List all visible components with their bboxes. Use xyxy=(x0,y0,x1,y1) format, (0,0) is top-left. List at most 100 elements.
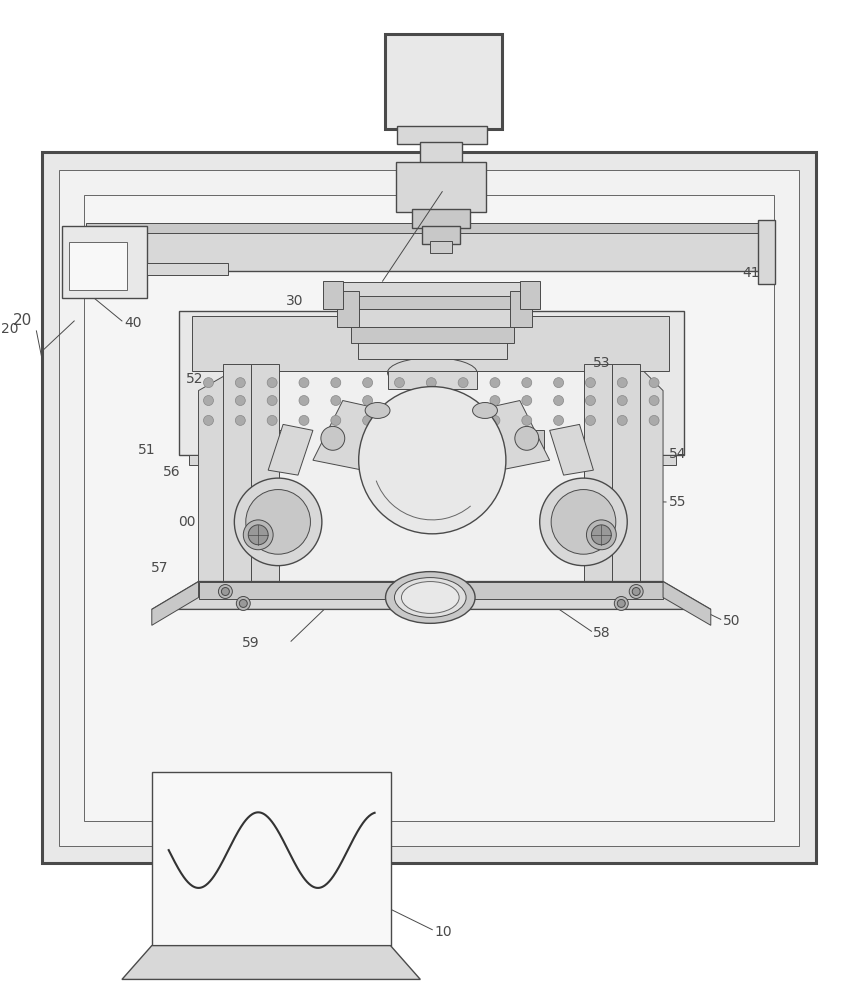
Circle shape xyxy=(248,525,268,545)
Bar xyxy=(70,242,127,290)
Ellipse shape xyxy=(401,582,460,613)
Circle shape xyxy=(630,585,643,598)
Bar xyxy=(330,282,529,296)
Bar xyxy=(179,311,684,455)
Bar xyxy=(247,363,635,582)
Text: 00: 00 xyxy=(178,515,196,529)
Bar xyxy=(42,152,816,863)
Circle shape xyxy=(394,378,405,388)
Polygon shape xyxy=(663,582,710,625)
Bar xyxy=(344,309,521,327)
Bar xyxy=(612,364,640,607)
Ellipse shape xyxy=(394,578,466,617)
Bar xyxy=(584,364,612,607)
Circle shape xyxy=(618,415,627,425)
Circle shape xyxy=(618,378,627,388)
Circle shape xyxy=(299,378,309,388)
Circle shape xyxy=(426,415,436,425)
Polygon shape xyxy=(198,363,247,582)
Circle shape xyxy=(240,599,247,607)
Bar xyxy=(420,142,462,164)
Circle shape xyxy=(587,520,616,550)
Circle shape xyxy=(618,599,625,607)
Circle shape xyxy=(586,396,595,406)
Bar xyxy=(398,126,487,144)
Circle shape xyxy=(521,396,532,406)
Text: 58: 58 xyxy=(594,626,611,640)
Circle shape xyxy=(299,415,309,425)
Text: 55: 55 xyxy=(669,495,686,509)
Circle shape xyxy=(235,378,246,388)
Text: 59: 59 xyxy=(241,636,259,650)
Circle shape xyxy=(362,378,373,388)
Circle shape xyxy=(490,378,500,388)
Circle shape xyxy=(592,525,612,545)
Bar xyxy=(147,263,228,275)
Circle shape xyxy=(649,378,659,388)
Circle shape xyxy=(331,378,341,388)
Circle shape xyxy=(362,396,373,406)
Circle shape xyxy=(321,426,344,450)
Circle shape xyxy=(649,396,659,406)
Bar xyxy=(84,195,775,821)
Circle shape xyxy=(331,396,341,406)
Circle shape xyxy=(394,415,405,425)
Circle shape xyxy=(614,596,628,610)
Circle shape xyxy=(521,415,532,425)
Circle shape xyxy=(618,396,627,406)
Polygon shape xyxy=(152,582,710,609)
Bar xyxy=(430,241,452,253)
Circle shape xyxy=(458,396,468,406)
Circle shape xyxy=(267,396,277,406)
Bar xyxy=(412,209,470,228)
Circle shape xyxy=(490,415,500,425)
Polygon shape xyxy=(198,582,663,599)
Circle shape xyxy=(267,378,277,388)
Polygon shape xyxy=(475,401,550,470)
Bar xyxy=(189,455,676,465)
Circle shape xyxy=(235,415,246,425)
Circle shape xyxy=(331,415,341,425)
Circle shape xyxy=(515,426,539,450)
Text: 51: 51 xyxy=(138,443,155,457)
Polygon shape xyxy=(122,946,420,979)
Circle shape xyxy=(362,415,373,425)
Circle shape xyxy=(554,396,564,406)
Circle shape xyxy=(426,396,436,406)
Bar xyxy=(350,325,514,343)
Circle shape xyxy=(204,415,213,425)
Text: 53: 53 xyxy=(594,356,611,370)
Text: 54: 54 xyxy=(669,447,686,461)
Circle shape xyxy=(394,396,405,406)
Text: 20: 20 xyxy=(13,313,32,328)
Circle shape xyxy=(299,396,309,406)
Bar xyxy=(520,281,539,309)
Bar xyxy=(387,371,477,389)
Bar xyxy=(510,291,532,327)
Ellipse shape xyxy=(387,358,477,388)
Bar xyxy=(385,34,502,129)
Circle shape xyxy=(458,415,468,425)
Circle shape xyxy=(458,378,468,388)
Bar xyxy=(86,226,772,271)
Text: 10: 10 xyxy=(435,925,452,939)
Text: 41: 41 xyxy=(743,266,760,280)
Ellipse shape xyxy=(539,478,627,566)
Ellipse shape xyxy=(386,572,475,623)
Circle shape xyxy=(586,378,595,388)
Bar xyxy=(357,339,507,359)
Circle shape xyxy=(490,396,500,406)
Bar xyxy=(86,223,772,233)
Circle shape xyxy=(521,378,532,388)
Circle shape xyxy=(426,378,436,388)
Bar xyxy=(337,291,359,327)
Bar xyxy=(266,430,290,458)
Circle shape xyxy=(649,415,659,425)
Text: 50: 50 xyxy=(722,614,740,628)
Bar xyxy=(758,220,776,284)
Bar xyxy=(223,364,251,607)
Polygon shape xyxy=(550,424,594,475)
Circle shape xyxy=(222,588,229,595)
Bar xyxy=(397,162,486,212)
Circle shape xyxy=(218,585,232,598)
